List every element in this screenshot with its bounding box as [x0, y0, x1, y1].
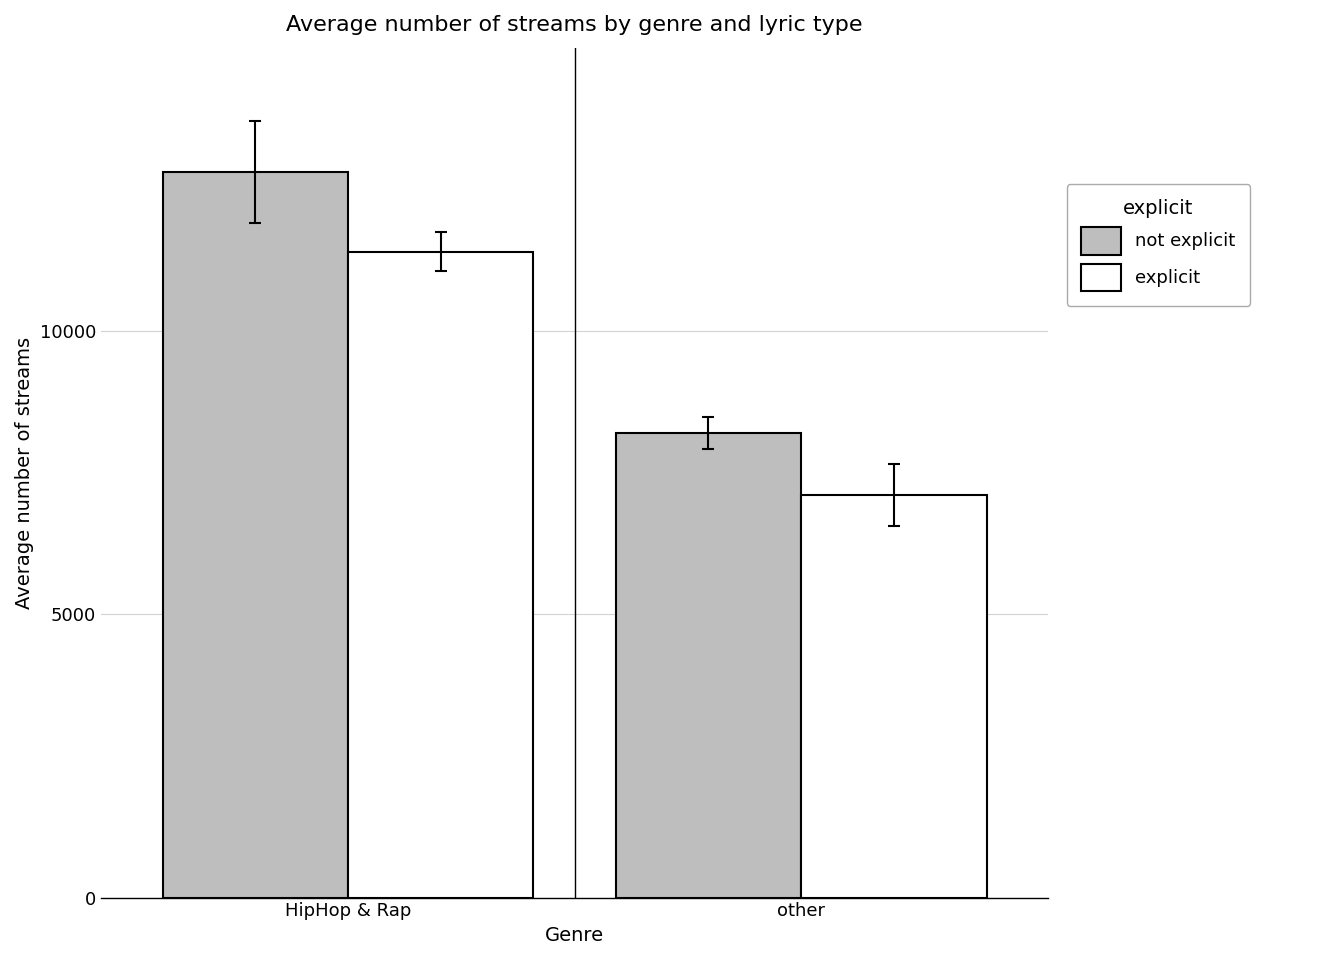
Bar	[163, 173, 348, 898]
Bar	[616, 433, 801, 898]
Title: Average number of streams by genre and lyric type: Average number of streams by genre and l…	[286, 15, 863, 35]
Y-axis label: Average number of streams: Average number of streams	[15, 337, 34, 609]
Legend: not explicit, explicit: not explicit, explicit	[1067, 184, 1250, 306]
X-axis label: Genre: Genre	[546, 926, 603, 945]
Bar	[348, 252, 534, 898]
Bar	[801, 495, 986, 898]
